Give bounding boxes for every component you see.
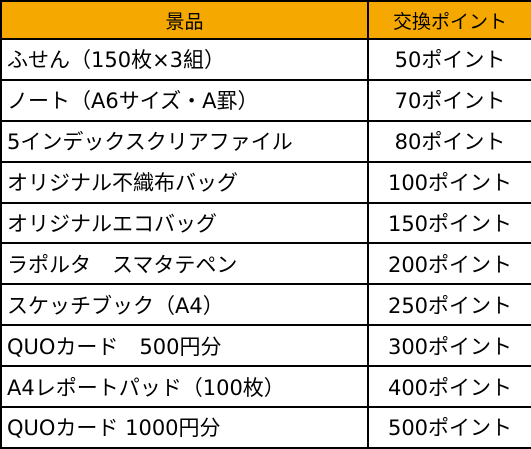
prize-points: 150ポイント <box>367 201 531 245</box>
table-row: オリジナルエコバッグ 150ポイント <box>0 201 531 245</box>
table-row: スケッチブック（A4） 250ポイント <box>0 283 531 327</box>
prize-name: ノート（A6サイズ・A罫） <box>0 78 369 122</box>
prize-points: 200ポイント <box>367 242 531 286</box>
prize-name: スケッチブック（A4） <box>0 283 369 327</box>
prize-name: QUOカード 500円分 <box>0 324 369 368</box>
table-row: 5インデックスクリアファイル 80ポイント <box>0 119 531 163</box>
table-row: オリジナル不織布バッグ 100ポイント <box>0 160 531 204</box>
prize-points: 250ポイント <box>367 283 531 327</box>
table-row: ラポルタ スマタテペン 200ポイント <box>0 242 531 286</box>
prize-name: 5インデックスクリアファイル <box>0 119 369 163</box>
table-row: ノート（A6サイズ・A罫） 70ポイント <box>0 78 531 122</box>
prize-name: A4レポートパッド（100枚） <box>0 365 369 409</box>
table-row: A4レポートパッド（100枚） 400ポイント <box>0 365 531 409</box>
prize-points: 500ポイント <box>367 406 531 449</box>
header-points: 交換ポイント <box>367 0 531 40</box>
prize-points: 70ポイント <box>367 78 531 122</box>
table-row: QUOカード 1000円分 500ポイント <box>0 406 531 449</box>
prize-points: 400ポイント <box>367 365 531 409</box>
header-item: 景品 <box>0 0 369 40</box>
table-row: ふせん（150枚×3組） 50ポイント <box>0 38 531 81</box>
prize-points: 100ポイント <box>367 160 531 204</box>
prize-points: 300ポイント <box>367 324 531 368</box>
prize-points: 80ポイント <box>367 119 531 163</box>
prize-name: オリジナルエコバッグ <box>0 201 369 245</box>
prize-name: QUOカード 1000円分 <box>0 406 369 449</box>
table-row: QUOカード 500円分 300ポイント <box>0 324 531 368</box>
table-header-row: 景品 交換ポイント <box>0 0 531 40</box>
prize-name: ラポルタ スマタテペン <box>0 242 369 286</box>
prize-points: 50ポイント <box>367 38 531 81</box>
prize-name: ふせん（150枚×3組） <box>0 38 369 81</box>
prize-name: オリジナル不織布バッグ <box>0 160 369 204</box>
